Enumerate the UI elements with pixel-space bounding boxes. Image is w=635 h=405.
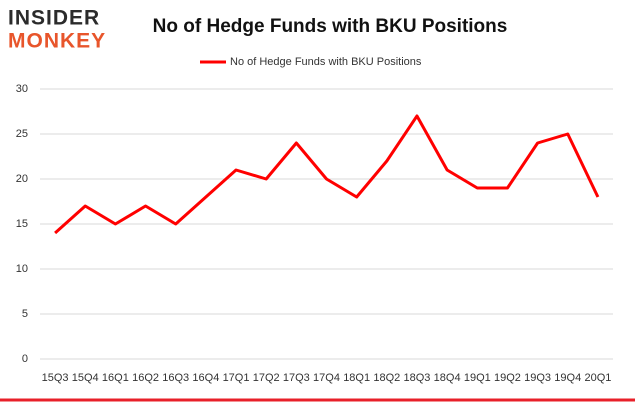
data-line bbox=[54, 114, 600, 235]
x-tick-label: 16Q3 bbox=[162, 372, 189, 384]
y-tick-label: 10 bbox=[16, 263, 28, 275]
y-tick-label: 25 bbox=[16, 128, 28, 140]
x-tick-label: 17Q4 bbox=[313, 372, 340, 384]
y-tick-label: 20 bbox=[16, 173, 28, 185]
y-tick-label: 30 bbox=[16, 83, 28, 95]
legend-label: No of Hedge Funds with BKU Positions bbox=[230, 56, 422, 68]
x-tick-label: 16Q1 bbox=[102, 372, 129, 384]
x-tick-label: 19Q1 bbox=[464, 372, 491, 384]
x-tick-label: 19Q4 bbox=[554, 372, 581, 384]
x-tick-label: 15Q3 bbox=[42, 372, 69, 384]
x-tick-label: 15Q4 bbox=[72, 372, 99, 384]
chart-title: No of Hedge Funds with BKU Positions bbox=[153, 16, 508, 37]
logo-top: INSIDER bbox=[8, 7, 100, 30]
y-tick-label: 5 bbox=[22, 308, 28, 320]
x-tick-label: 16Q2 bbox=[132, 372, 159, 384]
x-tick-label: 17Q1 bbox=[223, 372, 250, 384]
x-tick-label: 19Q3 bbox=[524, 372, 551, 384]
x-tick-label: 20Q1 bbox=[584, 372, 611, 384]
x-tick-label: 19Q2 bbox=[494, 372, 521, 384]
y-tick-label: 0 bbox=[22, 353, 28, 365]
x-tick-label: 17Q2 bbox=[253, 372, 280, 384]
x-tick-label: 18Q1 bbox=[343, 372, 370, 384]
y-tick-label: 15 bbox=[16, 218, 28, 230]
x-tick-label: 17Q3 bbox=[283, 372, 310, 384]
logo-bottom: MONKEY bbox=[8, 30, 106, 53]
x-tick-label: 18Q3 bbox=[404, 372, 431, 384]
x-tick-label: 18Q2 bbox=[373, 372, 400, 384]
x-tick-label: 18Q4 bbox=[434, 372, 461, 384]
x-tick-label: 16Q4 bbox=[192, 372, 219, 384]
